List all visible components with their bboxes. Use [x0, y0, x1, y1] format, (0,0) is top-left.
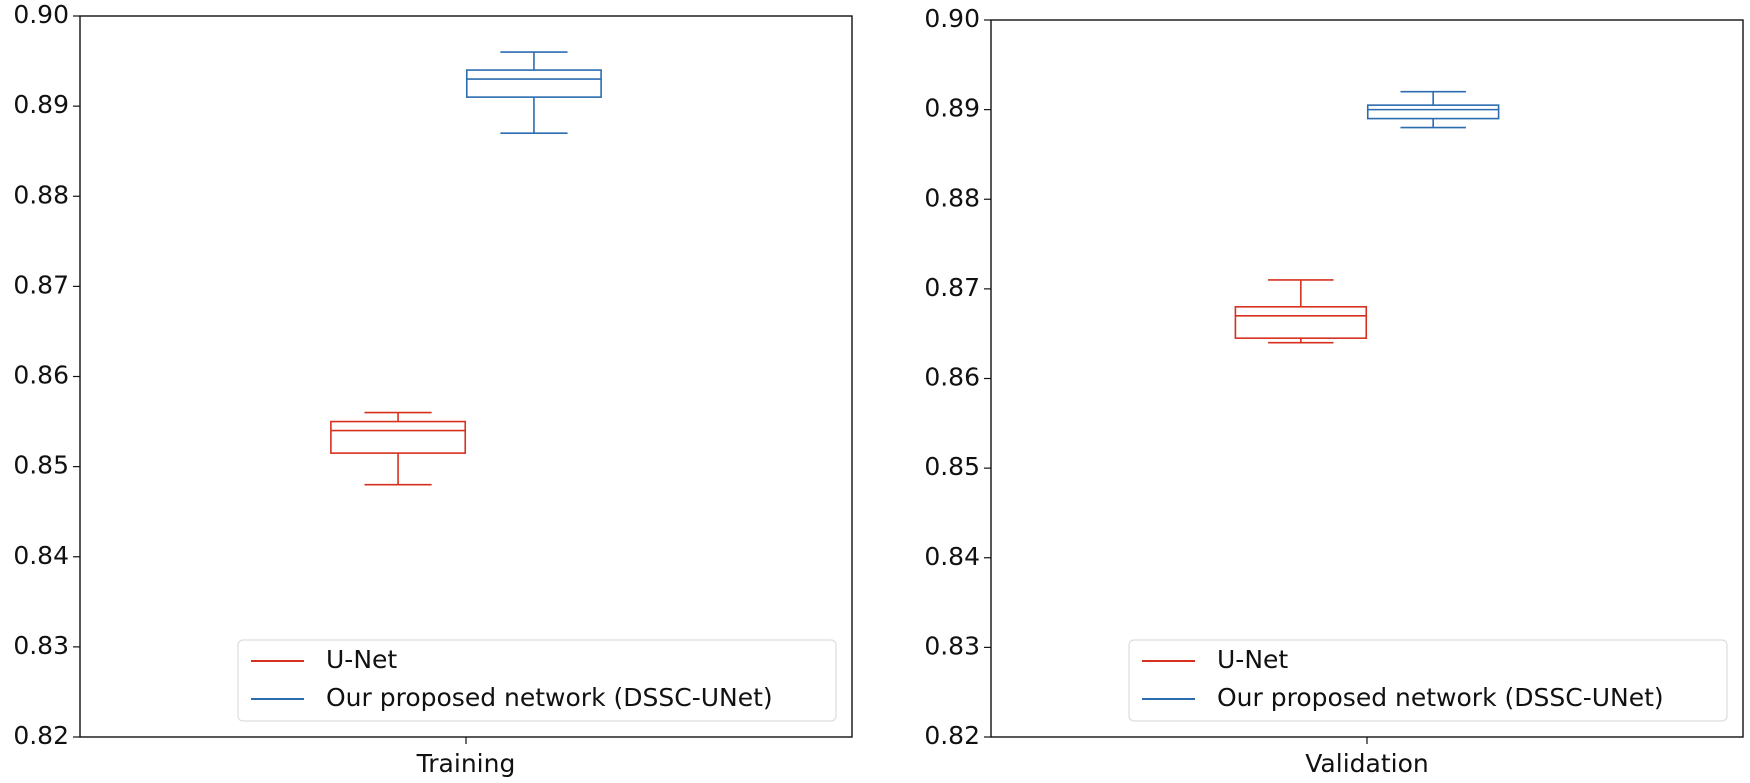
y-tick-label: 0.90: [924, 4, 980, 33]
legend-label: Our proposed network (DSSC-UNet): [326, 683, 773, 712]
y-tick-label: 0.85: [924, 452, 980, 481]
axes-frame: [79, 15, 853, 738]
y-tick-label: 0.87: [924, 273, 980, 302]
y-tick-label: 0.82: [924, 721, 980, 750]
y-tick-label: 0.87: [13, 270, 69, 299]
box: [1366, 104, 1500, 120]
y-tick-label: 0.86: [13, 361, 69, 390]
y-tick-label: 0.84: [924, 542, 980, 571]
legend-label: Our proposed network (DSSC-UNet): [1217, 683, 1664, 712]
x-tick-label: Validation: [1305, 749, 1428, 778]
box: [465, 69, 602, 98]
legend-frame: [1128, 639, 1728, 722]
legend-label: U-Net: [1217, 645, 1288, 674]
legend-label: U-Net: [326, 645, 397, 674]
y-tick-label: 0.88: [924, 183, 980, 212]
box: [1234, 305, 1368, 339]
x-tick-label: Training: [416, 749, 516, 778]
y-tick-label: 0.83: [924, 631, 980, 660]
y-tick-label: 0.86: [924, 363, 980, 392]
y-tick-label: 0.84: [13, 541, 69, 570]
y-tick-label: 0.89: [13, 90, 69, 119]
y-tick-label: 0.88: [13, 180, 69, 209]
box: [330, 420, 467, 454]
y-tick-label: 0.82: [13, 721, 69, 750]
y-tick-label: 0.85: [13, 451, 69, 480]
y-tick-label: 0.83: [13, 631, 69, 660]
legend-frame: [237, 639, 837, 722]
y-tick-label: 0.89: [924, 94, 980, 123]
axes-frame: [990, 19, 1744, 738]
y-tick-label: 0.90: [13, 0, 69, 29]
